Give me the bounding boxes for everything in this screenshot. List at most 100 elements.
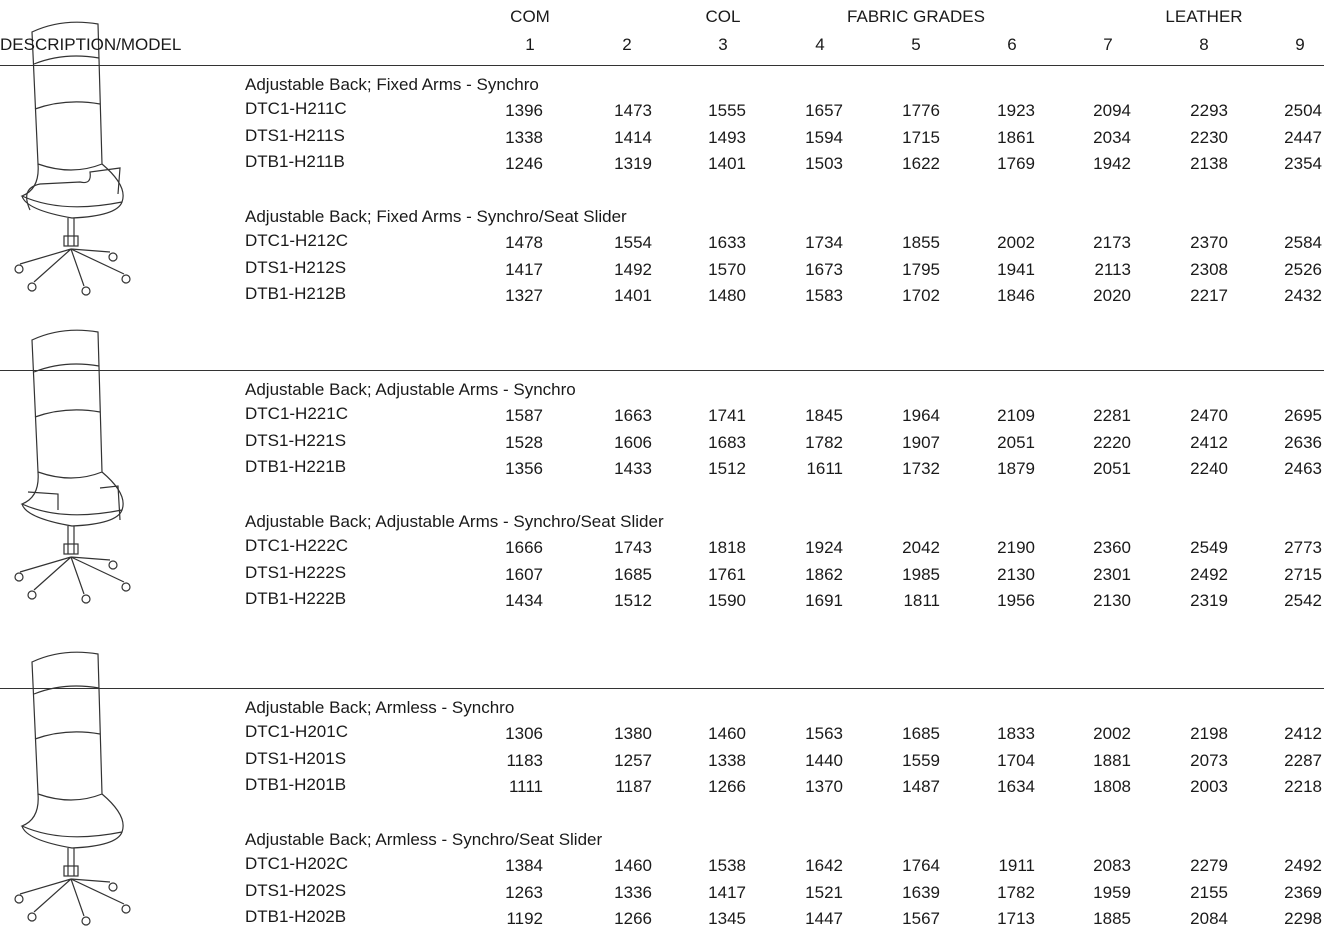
price: 1959 — [1093, 882, 1131, 902]
price: 1881 — [1093, 750, 1131, 770]
model-number: DTC1-H222C — [245, 536, 348, 555]
price: 1434 — [505, 591, 543, 610]
price: 2020 — [1093, 286, 1131, 305]
price: 1263 — [505, 882, 543, 902]
model-number: DTS1-H201S — [245, 748, 347, 768]
price: 1633 — [708, 233, 746, 252]
price: 2354 — [1284, 154, 1322, 173]
price: 2308 — [1190, 259, 1228, 279]
price: 2042 — [902, 538, 940, 557]
price: 2003 — [1190, 777, 1228, 796]
model-number: DTC1-H212C — [245, 231, 348, 250]
price: 2002 — [997, 233, 1035, 252]
model-number: DTS1-H202S — [245, 880, 347, 900]
price: 1683 — [708, 432, 746, 452]
group-title: Adjustable Back; Armless - Synchro — [245, 698, 515, 717]
model-number: DTC1-H202C — [245, 854, 348, 873]
price: 1782 — [997, 882, 1035, 902]
section-rule — [0, 688, 1324, 689]
price: 1521 — [805, 882, 843, 902]
price: 1401 — [614, 286, 652, 305]
price: 1266 — [708, 777, 746, 796]
price: 2293 — [1190, 101, 1228, 120]
group-title: Adjustable Back; Fixed Arms - Synchro/Se… — [245, 207, 627, 226]
price: 2002 — [1093, 724, 1131, 743]
price: 1478 — [505, 233, 543, 252]
price: 1396 — [505, 101, 543, 120]
group-title: Adjustable Back; Fixed Arms - Synchro — [245, 75, 539, 94]
price: 1555 — [708, 101, 746, 120]
price: 1384 — [505, 856, 543, 875]
price: 1691 — [805, 591, 843, 610]
price: 1833 — [997, 724, 1035, 743]
price: 1715 — [902, 127, 940, 147]
price: 2526 — [1284, 259, 1322, 279]
price: 1855 — [902, 233, 940, 252]
price: 2584 — [1284, 233, 1322, 252]
price: 1417 — [708, 882, 746, 902]
price: 1769 — [997, 154, 1035, 173]
model-number: DTB1-H202B — [245, 907, 347, 926]
price: 1639 — [902, 882, 940, 902]
price: 1460 — [708, 724, 746, 743]
price: 1606 — [614, 432, 652, 452]
model-number: DTC1-H221C — [245, 404, 348, 423]
price: 2034 — [1093, 127, 1131, 147]
chair-fixed-arms — [14, 21, 131, 296]
description-header: DESCRIPTION/MODEL — [0, 35, 182, 54]
price: 1861 — [997, 127, 1035, 147]
price: 1567 — [902, 909, 940, 928]
model-number: DTS1-H211S — [245, 125, 345, 145]
price: 2173 — [1093, 233, 1131, 252]
column-number: 9 — [1295, 35, 1305, 54]
price: 2360 — [1093, 538, 1131, 557]
chair-adjustable-arms — [14, 329, 131, 604]
price: 2504 — [1284, 101, 1322, 120]
group-title: Adjustable Back; Adjustable Arms - Synch… — [245, 380, 576, 399]
price: 1554 — [614, 233, 652, 252]
price: 1985 — [902, 564, 940, 584]
price: 1336 — [614, 882, 652, 902]
price: 1657 — [805, 101, 843, 120]
column-number: 3 — [718, 35, 728, 54]
price: 1538 — [708, 856, 746, 875]
column-group-header: FABRIC GRADES — [847, 7, 985, 26]
column-number: 6 — [1007, 35, 1017, 54]
price: 2370 — [1190, 233, 1228, 252]
price: 2113 — [1094, 259, 1131, 279]
price: 2463 — [1284, 459, 1322, 478]
price: 1370 — [805, 777, 843, 796]
price: 1702 — [902, 286, 940, 305]
price: 1306 — [505, 724, 543, 743]
model-number: DTB1-H221B — [245, 457, 347, 476]
price: 1460 — [614, 856, 652, 875]
price: 1845 — [805, 406, 843, 425]
price: 2287 — [1284, 750, 1322, 770]
price: 1356 — [505, 459, 543, 478]
price: 2447 — [1284, 127, 1322, 147]
column-group-header: LEATHER — [1165, 7, 1243, 26]
model-number: DTB1-H201B — [245, 775, 347, 794]
price: 2155 — [1190, 882, 1228, 902]
price: 2138 — [1190, 154, 1228, 173]
price: 2051 — [997, 432, 1035, 452]
price: 1685 — [614, 564, 652, 584]
price: 1583 — [805, 286, 843, 305]
price: 2549 — [1190, 538, 1228, 557]
price: 1570 — [708, 259, 746, 279]
price: 2051 — [1093, 459, 1131, 478]
price: 1941 — [997, 259, 1035, 279]
price: 1956 — [997, 591, 1035, 610]
price: 1257 — [614, 750, 652, 770]
column-number: 5 — [911, 35, 921, 54]
price: 1380 — [614, 724, 652, 743]
price: 2492 — [1190, 564, 1228, 584]
price: 1776 — [902, 101, 940, 120]
model-number: DTB1-H222B — [245, 589, 347, 608]
price: 1401 — [708, 154, 746, 173]
price: 1685 — [902, 724, 940, 743]
price: 1741 — [708, 406, 746, 425]
price: 1907 — [902, 432, 940, 452]
price: 1246 — [505, 154, 543, 173]
